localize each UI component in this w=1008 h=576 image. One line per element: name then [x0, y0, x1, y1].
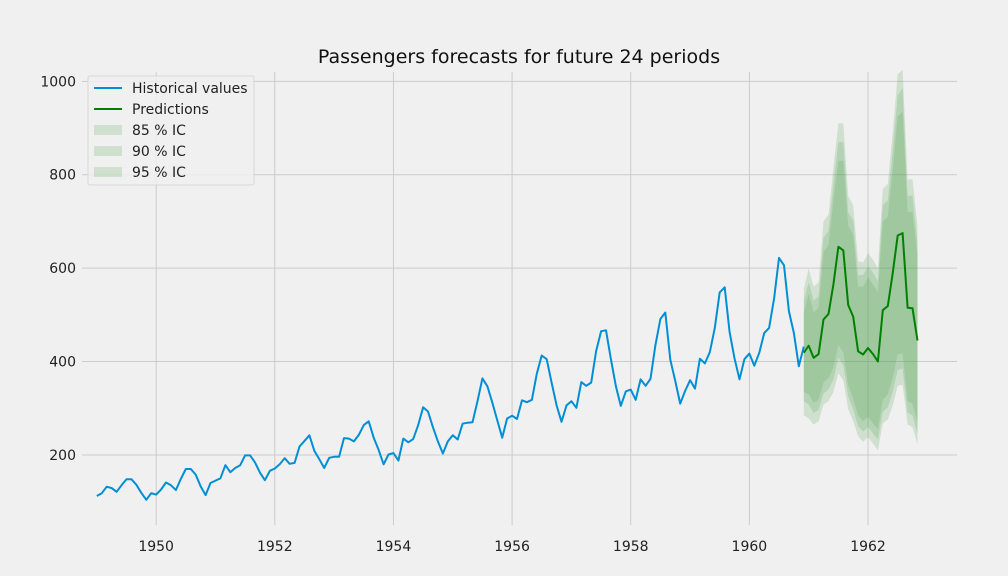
confidence-band: [803, 111, 918, 430]
chart-title: Passengers forecasts for future 24 perio…: [318, 46, 720, 68]
x-tick-label: 1952: [257, 539, 293, 555]
y-tick-label: 1000: [40, 74, 76, 90]
legend-label: Predictions: [132, 102, 209, 118]
legend-swatch: [94, 125, 122, 135]
x-axis: 1950 1952 1954 1956 1958 1960 1962: [138, 539, 886, 555]
confidence-band: [803, 69, 918, 451]
y-axis: 200 400 600 800 1000: [40, 74, 76, 464]
x-tick-label: 1958: [613, 539, 649, 555]
y-tick-label: 600: [49, 261, 76, 277]
legend-swatch: [94, 167, 122, 177]
x-tick-label: 1960: [732, 539, 768, 555]
historical-line: [96, 256, 805, 501]
legend-label: 85 % IC: [132, 123, 186, 139]
confidence-bands: [803, 69, 918, 451]
x-tick-label: 1962: [850, 539, 886, 555]
legend-swatch: [94, 146, 122, 156]
confidence-band: [803, 88, 918, 440]
x-tick-label: 1954: [376, 539, 412, 555]
legend-label: Historical values: [132, 81, 248, 97]
legend-label: 90 % IC: [132, 144, 186, 160]
legend-box: [87, 75, 255, 186]
y-tick-label: 400: [49, 355, 76, 371]
x-tick-label: 1950: [138, 539, 174, 555]
legend-label: 95 % IC: [132, 165, 186, 181]
predictions-line: [802, 232, 919, 363]
y-tick-label: 200: [49, 448, 76, 464]
legend: Historical values Predictions 85 % IC 90 % …: [87, 75, 255, 186]
series-lines: [96, 232, 919, 501]
x-tick-label: 1956: [494, 539, 530, 555]
y-tick-label: 800: [49, 168, 76, 184]
